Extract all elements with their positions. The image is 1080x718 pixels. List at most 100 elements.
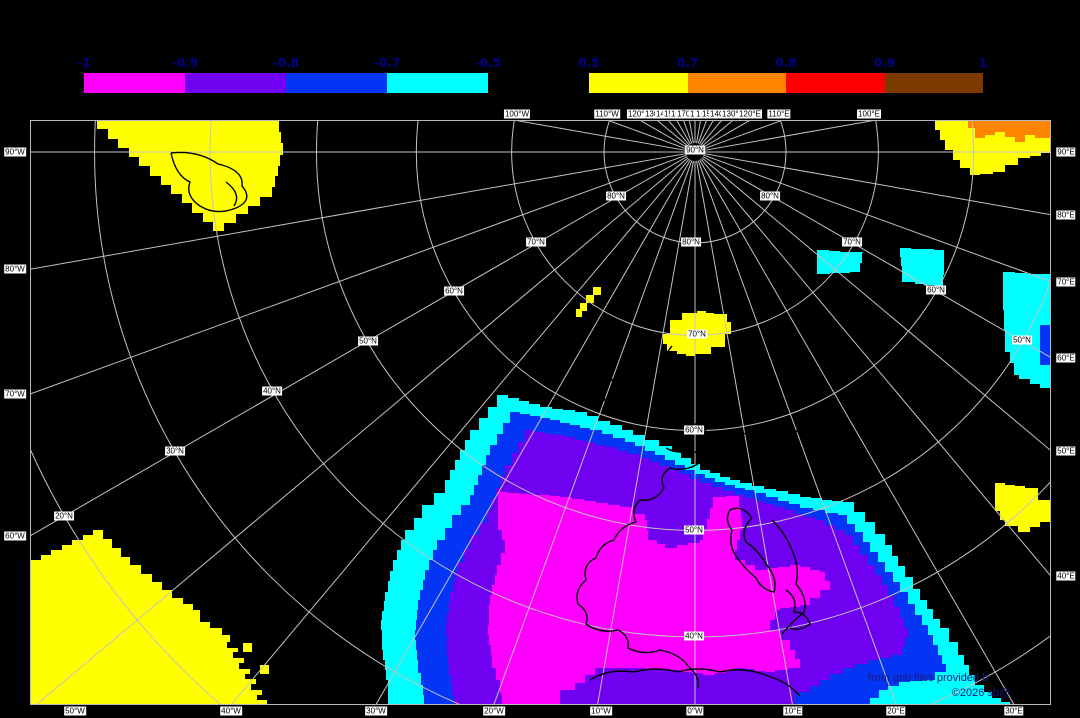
graticule-label: 50°E (1056, 446, 1076, 456)
colorbar-segment (786, 73, 885, 93)
graticule-label: 150°W (662, 109, 690, 119)
graticule-label: 10°W (590, 706, 612, 716)
graticule-label: 0°W (686, 706, 704, 716)
coastline (729, 429, 839, 473)
colorbar-tick-label: 1 (978, 56, 988, 70)
graticule-label: 70°W (4, 389, 26, 399)
graticule-label: 100°E (857, 109, 881, 119)
graticule-label: 160°W (669, 109, 697, 119)
region-yellow-streak (593, 287, 601, 295)
graticule-label: 80°E (1056, 210, 1076, 220)
meridian-line (230, 158, 690, 705)
coastline (603, 377, 639, 411)
colorbar-tick-label: -0.8 (272, 56, 300, 70)
colorbar-segment (185, 73, 286, 93)
region-yellow-streak (580, 303, 587, 311)
meridian-line (682, 120, 693, 144)
graticule-label: 130°E (721, 109, 745, 119)
region-yellow-dot (243, 643, 252, 652)
coastline (225, 181, 238, 207)
meridian-line (30, 153, 687, 270)
coastline (785, 589, 811, 631)
meridian-line (703, 154, 1051, 283)
coastline (170, 151, 248, 213)
region-yellow-dot (231, 679, 240, 688)
map-border (30, 120, 1051, 705)
graticule-label: 150°E (701, 109, 725, 119)
meridian-line (696, 120, 702, 144)
positive-colorbar: 0.5 0.7 0.8 0.9 1 (578, 56, 987, 93)
meridian-line (702, 156, 1051, 359)
graticule-label: 70°E (1056, 277, 1076, 287)
coastline (656, 345, 712, 454)
meridian-line (35, 157, 689, 705)
colorbar-tick-label: 0.7 (676, 56, 699, 70)
region-greenland-yellow (97, 120, 283, 231)
region-main-blob-magenta (488, 492, 830, 705)
graticule-label: 110°E (767, 109, 791, 119)
meridian-line (699, 159, 1015, 705)
graticule-label: 30°W (365, 706, 387, 716)
region-yellow-streak (586, 295, 594, 303)
colorbar-segment (387, 73, 488, 93)
meridian-line (700, 158, 1051, 578)
graticule-label: 60°W (4, 531, 26, 541)
colorbar-segment (884, 73, 983, 93)
colorbar-tick-label: -0.7 (373, 56, 401, 70)
graticule-label: 170°E (689, 109, 713, 119)
colorbar-segment (84, 73, 185, 93)
graticule-label: 160°E (695, 109, 719, 119)
colorbar-tick-label: -0.9 (171, 56, 199, 70)
meridian-line (688, 120, 694, 144)
negative-colorbar: -1 -0.9 -0.8 -0.7 -0.5 (77, 56, 501, 93)
graticule-label: 20°E (886, 706, 906, 716)
graticule-label: 80°W (4, 264, 26, 274)
colorbar-tick-label: 0.5 (578, 56, 600, 70)
graticule-label: 120°E (738, 109, 762, 119)
graticule-label: 50°W (64, 706, 86, 716)
graticule-label: 130°W (643, 109, 671, 119)
graticule-label: 20°W (483, 706, 505, 716)
coastline (726, 507, 776, 593)
colorbar-tick-label: 0.8 (775, 56, 797, 70)
graticule-label: 30°E (1004, 706, 1024, 716)
graticule-label: 140°W (654, 109, 682, 119)
coastline (576, 463, 699, 689)
colorbar-tick-label: -1 (77, 56, 91, 70)
meridian-line (703, 153, 1051, 216)
region-arctic-cyan-b (900, 248, 945, 287)
graticule-label: 90°E (1056, 147, 1076, 157)
colorbar-segment (589, 73, 688, 93)
graticule-label: 140°E (709, 109, 733, 119)
region-yellow-streak (576, 309, 582, 317)
map-plot (30, 120, 1051, 705)
graticule-label: 90°W (4, 147, 26, 157)
meridian-line (696, 160, 794, 705)
graticule-label: 170°W (675, 109, 703, 119)
region-yellow-dot (260, 665, 269, 674)
graticule-label: 40°W (220, 706, 242, 716)
meridian-line (30, 154, 687, 395)
colorbar-segment (687, 73, 786, 93)
graticule-label: 60°E (1056, 353, 1076, 363)
graticule-label: 10°E (783, 706, 803, 716)
coastline (771, 519, 806, 635)
region-east-edge-cyan (1003, 272, 1051, 388)
graticule-label: 120°W (626, 109, 654, 119)
graticule-label: 110°W (594, 109, 620, 119)
graticule-label: 100°W (503, 109, 531, 119)
region-topright-orange (968, 120, 1051, 142)
meridian-line (493, 160, 693, 705)
region-caspian-yellow (995, 483, 1050, 532)
meridian-line (697, 160, 897, 705)
meridian-line (701, 157, 1051, 452)
colorbar-tick-label: -0.5 (474, 56, 502, 70)
colorbar-segment (286, 73, 387, 93)
meridian-line (375, 159, 691, 705)
meridian-line (596, 160, 694, 705)
region-nw-atlantic-yellow (30, 530, 267, 705)
colorbar-tick-label: 0.9 (873, 56, 896, 70)
graticule-label: 40°E (1056, 571, 1076, 581)
region-east-edge-blue (1040, 325, 1051, 365)
